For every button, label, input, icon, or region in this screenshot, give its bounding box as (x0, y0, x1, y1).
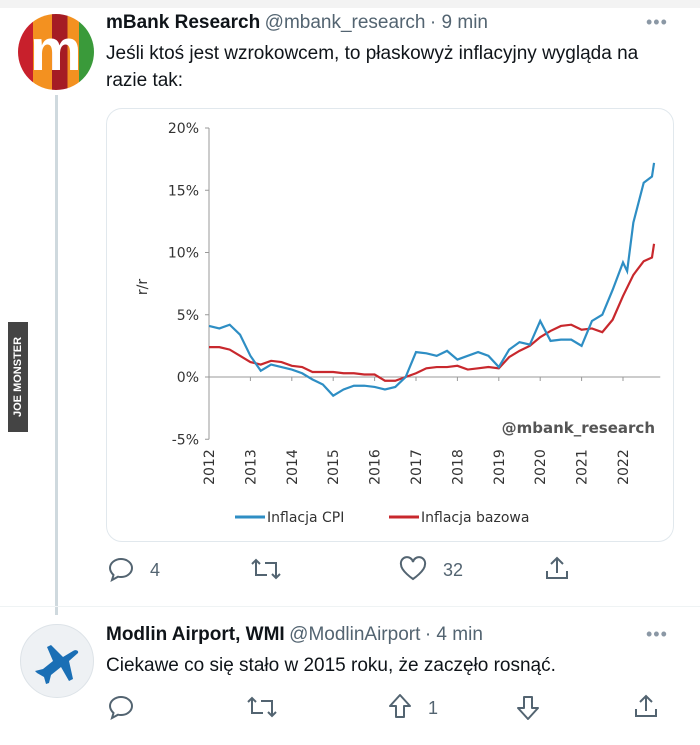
chart-image[interactable]: -5% 0% 5% 10% 15% 20% 2012 2013 2014 2015 2016 2017… (106, 108, 674, 542)
y-tick-label: 15% (168, 183, 199, 199)
divider (0, 606, 700, 607)
x-tick-label: 2018 (450, 449, 466, 485)
tweet-time[interactable]: · 4 min (424, 624, 483, 645)
reply-count: 4 (150, 560, 161, 580)
author-name[interactable]: Modlin Airport, WMI (106, 624, 285, 645)
thread-line (55, 95, 58, 615)
series-line-inflacja-bazowa (209, 243, 656, 382)
upvote-button[interactable] (386, 692, 414, 725)
comment-icon (108, 557, 134, 583)
like-count: 32 (443, 560, 464, 580)
retweet-icon (247, 696, 277, 718)
top-bar (0, 0, 700, 8)
reply-button[interactable] (108, 556, 136, 587)
y-axis-label: r/r (135, 279, 151, 295)
tweet-header: mBank Research @mbank_research · 9 min (106, 12, 488, 34)
share-button[interactable] (543, 554, 571, 587)
x-tick-label: 2016 (368, 449, 384, 485)
arrow-down-icon (517, 696, 539, 720)
x-tick-label: 2014 (285, 449, 301, 485)
tweet-text: Jeśli ktoś jest wzrokowcem, to płaskowyż… (106, 43, 639, 91)
x-tick-label: 2020 (533, 449, 549, 485)
tweet-time[interactable]: · 9 min (429, 12, 488, 33)
legend-label: Inflacja bazowa (421, 510, 529, 526)
watermark-joe-monster: JOE MONSTER (8, 322, 28, 432)
vote-count: 1 (428, 698, 439, 718)
mbank-logo-m-icon: m (30, 18, 82, 83)
y-tick-label: 20% (168, 121, 199, 137)
tweet-header: Modlin Airport, WMI @ModlinAirport · 4 m… (106, 624, 483, 646)
more-options-icon[interactable]: ••• (646, 624, 668, 644)
chart-watermark: @mbank_research (502, 419, 655, 437)
author-handle[interactable]: @mbank_research (264, 12, 426, 33)
x-tick-label: 2022 (616, 449, 632, 485)
y-tick-label: 0% (177, 370, 199, 386)
author-handle[interactable]: @ModlinAirport (289, 624, 421, 645)
share-icon (635, 694, 657, 717)
author-name[interactable]: mBank Research (106, 12, 261, 33)
x-tick-label: 2017 (409, 449, 425, 485)
avatar-modlin[interactable] (20, 624, 94, 698)
downvote-button[interactable] (514, 694, 542, 727)
like-button[interactable] (398, 556, 428, 587)
x-tick-label: 2012 (202, 449, 218, 485)
y-tick-label: -5% (172, 432, 199, 448)
reply-button[interactable] (108, 694, 136, 725)
x-tick-label: 2019 (492, 449, 508, 485)
x-tick-label: 2015 (326, 449, 342, 485)
retweet-icon (251, 558, 281, 580)
airplane-icon (35, 645, 79, 684)
arrow-up-icon (389, 694, 411, 718)
share-icon (546, 556, 568, 579)
retweet-button[interactable] (246, 694, 278, 725)
x-tick-label: 2013 (243, 449, 259, 485)
heart-icon (399, 556, 427, 581)
share-button[interactable] (632, 692, 660, 725)
legend-label: Inflacja CPI (267, 510, 344, 526)
avatar-mbank[interactable]: m (18, 14, 94, 90)
x-tick-label: 2021 (575, 449, 591, 485)
more-options-icon[interactable]: ••• (646, 12, 668, 32)
y-tick-label: 5% (177, 308, 199, 324)
series-line-inflacja-cpi (208, 162, 656, 398)
inflation-chart: -5% 0% 5% 10% 15% 20% 2012 2013 2014 2015 2016 2017… (135, 121, 661, 526)
y-tick-label: 10% (168, 246, 199, 262)
comment-icon (108, 695, 134, 721)
retweet-button[interactable] (250, 556, 282, 587)
tweet-text: Ciekawe co się stało w 2015 roku, że zac… (106, 655, 556, 676)
